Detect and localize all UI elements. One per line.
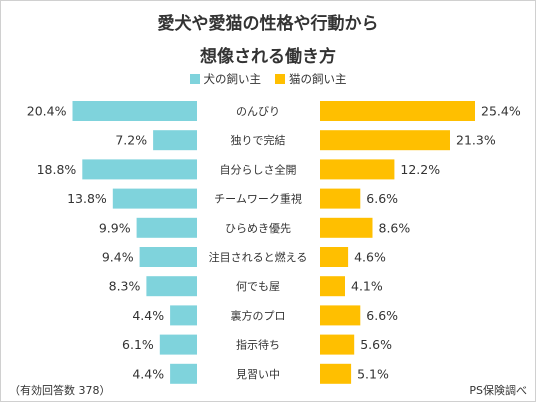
bar-cat-4 [320, 217, 373, 238]
legend-swatch-cat [275, 74, 285, 84]
label-dog-1: 7.2% [115, 133, 147, 148]
chart-title-line1: 愛犬や愛猫の性格や行動から [157, 14, 379, 34]
label-dog-2: 18.8% [37, 162, 77, 177]
bar-dog-2 [82, 159, 197, 180]
source-credit: PS保険調べ [469, 384, 527, 397]
label-dog-6: 8.3% [109, 279, 141, 294]
category-label-2: 自分らしさ全開 [220, 162, 297, 176]
bar-cat-6 [320, 276, 345, 297]
bar-dog-8 [159, 334, 197, 355]
category-label-4: ひらめき優先 [225, 222, 291, 235]
label-dog-7: 4.4% [132, 308, 164, 323]
category-label-9: 見習い中 [236, 368, 280, 381]
bar-cat-5 [320, 247, 349, 267]
chart-title-line2: 想像される働き方 [200, 47, 336, 67]
bar-dog-7 [170, 305, 197, 326]
bar-dog-9 [170, 363, 197, 384]
label-cat-5: 4.6% [354, 250, 386, 265]
bar-cat-0 [320, 101, 475, 121]
category-label-0: のんびり [236, 105, 280, 118]
category-label-6: 何でも屋 [236, 280, 280, 293]
legend-item-dog: 犬の飼い主 [189, 71, 262, 87]
bar-cat-7 [320, 305, 361, 326]
bar-cat-2 [320, 159, 395, 180]
bar-dog-0 [72, 101, 197, 121]
bar-dog-5 [139, 247, 197, 267]
bar-cat-9 [320, 363, 352, 384]
bar-cat-8 [320, 334, 355, 355]
footnote: （有効回答数 378） [9, 384, 111, 397]
bar-dog-6 [146, 276, 197, 297]
legend: 犬の飼い主 猫の飼い主 [1, 71, 535, 87]
label-cat-8: 5.6% [360, 337, 392, 352]
category-label-5: 注目されると燃える [209, 250, 308, 264]
label-dog-0: 20.4% [27, 104, 67, 119]
label-dog-3: 13.8% [67, 191, 107, 206]
label-cat-9: 5.1% [357, 366, 389, 381]
category-label-3: チームワーク重視 [214, 192, 302, 206]
bar-dog-1 [153, 130, 197, 151]
category-label-7: 裏方のプロ [231, 308, 286, 322]
label-cat-3: 6.6% [366, 191, 398, 206]
legend-label-dog: 犬の飼い主 [203, 72, 262, 86]
category-label-8: 指示待ち [236, 338, 280, 352]
legend-swatch-dog [189, 74, 200, 84]
bar-dog-3 [112, 188, 197, 209]
label-cat-0: 25.4% [481, 104, 521, 119]
label-cat-1: 21.3% [456, 133, 496, 148]
category-label-1: 独りで完結 [231, 133, 286, 147]
bar-dog-4 [136, 217, 197, 238]
label-dog-5: 9.4% [102, 250, 134, 265]
bar-cat-3 [320, 188, 361, 209]
label-dog-4: 9.9% [99, 220, 131, 235]
label-cat-4: 8.6% [379, 220, 411, 235]
label-dog-8: 6.1% [122, 337, 154, 352]
legend-label-cat: 猫の飼い主 [289, 72, 347, 86]
bar-cat-1 [320, 130, 450, 151]
label-cat-2: 12.2% [400, 162, 440, 177]
label-cat-7: 6.6% [366, 308, 398, 323]
label-cat-6: 4.1% [351, 279, 383, 294]
legend-item-cat: 猫の飼い主 [275, 71, 347, 87]
label-dog-9: 4.4% [132, 366, 164, 381]
